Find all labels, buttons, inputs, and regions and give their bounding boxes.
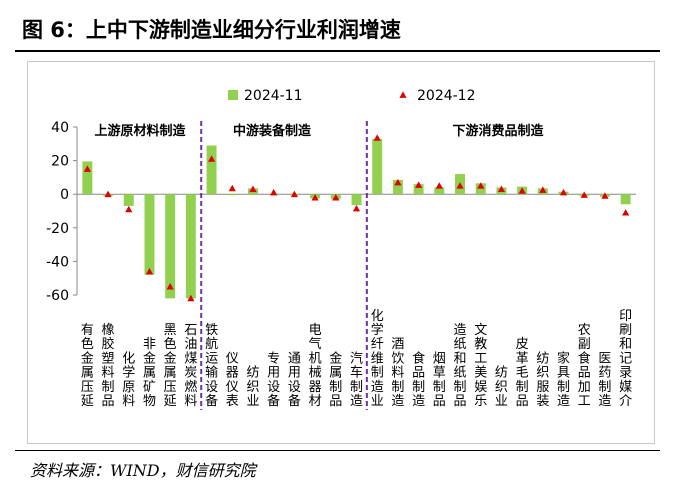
x-tick-label: 农副食品加工	[578, 323, 591, 409]
x-tick-label: 纺织业	[495, 366, 508, 409]
marker-2024-12	[539, 186, 547, 193]
source-rule	[15, 450, 660, 451]
marker-2024-12	[601, 192, 609, 199]
marker-2024-12	[580, 191, 588, 198]
x-tick-label: 橡胶塑料制品	[102, 323, 115, 409]
marker-2024-12	[456, 182, 464, 189]
x-tick-label: 铁航运输设备	[205, 323, 218, 409]
bar-2024-11	[620, 194, 631, 205]
marker-2024-12	[83, 165, 91, 172]
x-tick-label: 皮革毛制品	[516, 337, 529, 409]
marker-2024-12	[311, 193, 319, 201]
bar-2024-11	[82, 161, 93, 195]
marker-2024-12	[207, 155, 216, 162]
marker-2024-12	[622, 209, 630, 216]
x-tick-label: 非金属矿物	[143, 337, 156, 409]
marker-2024-12	[394, 178, 402, 186]
x-tick-label: 石油煤炭燃料	[184, 323, 197, 409]
bar-2024-11	[475, 183, 486, 195]
bar-2024-11	[144, 194, 155, 275]
bar-series	[82, 138, 631, 299]
bar-2024-11	[185, 194, 196, 299]
group-label: 中游装备制造	[233, 123, 312, 139]
x-tick-label: 黑色金属压延	[164, 323, 177, 409]
marker-2024-12	[145, 267, 154, 275]
bar-2024-11	[351, 194, 362, 206]
legend-label-marker: 2024-12	[417, 88, 476, 104]
marker-2024-12	[270, 188, 278, 196]
x-tick-label: 医药制造	[598, 351, 611, 409]
marker-2024-12	[187, 294, 195, 302]
group-label: 上游原材料制造	[94, 123, 186, 139]
marker-2024-12	[166, 283, 174, 290]
bar-2024-11	[165, 194, 176, 299]
x-axis-labels: 有色金属压延橡胶塑料制品化学原料非金属矿物黑色金属压延石油煤炭燃料铁航运输设备仪…	[81, 309, 632, 409]
y-tick-label: 20	[51, 154, 69, 170]
x-tick-label: 化学纤维制造业	[371, 309, 384, 409]
legend-label-bar: 2024-11	[244, 88, 303, 104]
source-note: 资料来源：WIND，财信研究院	[30, 461, 256, 480]
x-tick-label: 专用设备	[267, 351, 280, 409]
marker-2024-12	[104, 190, 112, 198]
marker-2024-12	[373, 134, 381, 141]
y-tick-label: 0	[60, 187, 69, 203]
title-rule	[15, 50, 660, 52]
x-tick-label: 通用设备	[288, 351, 301, 409]
x-tick-label: 酒饮料制造	[391, 337, 404, 409]
marker-2024-12	[332, 193, 340, 201]
marker-2024-12	[559, 188, 568, 196]
marker-2024-12	[290, 190, 298, 198]
y-tick-label: -60	[46, 288, 69, 304]
x-tick-label: 家具制造	[557, 350, 570, 409]
x-tick-label: 仪器仪表	[226, 351, 239, 409]
legend-swatch-bar	[228, 90, 238, 100]
bar-2024-11	[434, 187, 445, 195]
legend: 2024-11 2024-12	[228, 88, 476, 104]
marker-2024-12	[518, 187, 526, 194]
figure-title: 图 6：上中下游制造业细分行业利润增速	[22, 18, 401, 42]
marker-2024-12	[435, 182, 443, 189]
bar-2024-11	[227, 194, 238, 196]
bar-2024-11	[372, 138, 383, 195]
bar-2024-11	[413, 184, 424, 195]
marker-2024-12	[352, 204, 361, 212]
bar-2024-11	[206, 145, 217, 195]
chart-frame	[27, 61, 655, 444]
x-tick-label: 化学原料	[122, 351, 135, 409]
marker-2024-12	[497, 185, 506, 193]
legend-swatch-marker	[399, 91, 407, 98]
group-labels: 上游原材料制造 中游装备制造 下游消费品制造	[94, 123, 544, 139]
marker-2024-12	[228, 184, 236, 192]
y-tick-label: -40	[46, 254, 69, 270]
marker-2024-12	[477, 182, 485, 189]
marker-2024-12	[415, 181, 423, 188]
x-tick-label: 造纸和纸制品	[454, 323, 467, 409]
marker-series	[83, 134, 630, 302]
y-axis: 40 20 0 -20 -40 -60	[46, 120, 636, 304]
x-tick-label: 烟草制品	[433, 351, 446, 409]
y-tick-label: -20	[46, 221, 69, 237]
x-tick-label: 汽车制造	[350, 351, 363, 409]
marker-2024-12	[249, 185, 257, 193]
x-tick-label: 食品制造	[412, 350, 425, 409]
group-dividers	[200, 121, 368, 410]
bar-2024-11	[392, 179, 403, 195]
x-tick-label: 有色金属压延	[81, 323, 94, 409]
bar-2024-11	[123, 194, 134, 206]
x-tick-label: 纺织服装	[536, 351, 549, 409]
x-tick-label: 纺织业	[246, 366, 259, 409]
x-tick-label: 金属制品	[329, 350, 342, 409]
x-tick-label: 电气机械器材	[309, 323, 322, 409]
group-label: 下游消费品制造	[452, 123, 544, 139]
x-tick-label: 文教工美娱乐	[474, 323, 487, 409]
marker-2024-12	[125, 205, 133, 213]
x-tick-label: 印刷和记录媒介	[619, 309, 632, 409]
y-tick-label: 40	[51, 120, 69, 136]
